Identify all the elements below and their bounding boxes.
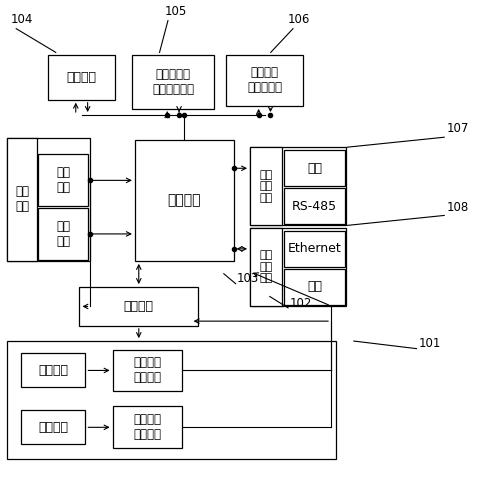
Bar xyxy=(80,287,198,326)
Text: 107: 107 xyxy=(446,122,469,135)
Bar xyxy=(21,353,85,388)
Bar xyxy=(132,55,214,109)
Bar xyxy=(284,231,345,267)
Text: 光纤: 光纤 xyxy=(307,280,322,293)
Text: 电源
系统: 电源 系统 xyxy=(15,185,29,213)
Bar xyxy=(284,151,345,186)
Bar xyxy=(113,349,182,391)
Bar xyxy=(250,147,346,226)
Bar xyxy=(7,138,90,261)
Bar xyxy=(38,154,88,206)
Bar xyxy=(48,55,115,100)
Bar xyxy=(7,341,336,458)
Bar xyxy=(113,406,182,448)
Bar xyxy=(284,269,345,304)
Text: 系统
电源: 系统 电源 xyxy=(56,166,70,195)
Text: Ethernet: Ethernet xyxy=(288,242,341,255)
Bar xyxy=(250,228,346,306)
Text: RS-485: RS-485 xyxy=(292,200,337,213)
Bar xyxy=(250,147,282,226)
Text: 扩展
通信
模块: 扩展 通信 模块 xyxy=(259,250,273,283)
Text: 时钟模块: 时钟模块 xyxy=(67,71,97,84)
Text: 电压分压
电流电流: 电压分压 电流电流 xyxy=(133,357,161,384)
Bar xyxy=(38,208,88,260)
Text: 微处理器: 微处理器 xyxy=(167,194,201,207)
Bar xyxy=(226,55,303,106)
Text: 电流输入: 电流输入 xyxy=(38,421,68,434)
Text: 105: 105 xyxy=(165,5,187,18)
Text: 108: 108 xyxy=(446,201,469,214)
Text: 保护输入
与输出模块: 保护输入 与输出模块 xyxy=(247,66,282,94)
Text: 电流变换
调理电路: 电流变换 调理电路 xyxy=(133,413,161,441)
Text: 103: 103 xyxy=(237,272,259,285)
Text: 106: 106 xyxy=(288,13,311,26)
Text: 基本
通信
模块: 基本 通信 模块 xyxy=(259,170,273,203)
Bar xyxy=(135,140,234,261)
Text: 102: 102 xyxy=(290,297,313,310)
Text: 电压输入: 电压输入 xyxy=(38,364,68,377)
Bar xyxy=(21,410,85,445)
Text: 计量
电源: 计量 电源 xyxy=(56,220,70,248)
Text: 红外: 红外 xyxy=(307,162,322,175)
Bar xyxy=(7,138,37,261)
Text: 104: 104 xyxy=(10,13,33,26)
Bar xyxy=(284,188,345,224)
Text: 人机界面与
人机接口模块: 人机界面与 人机接口模块 xyxy=(152,68,194,96)
Text: 计量模块: 计量模块 xyxy=(124,300,154,313)
Bar xyxy=(250,228,282,306)
Text: 101: 101 xyxy=(419,337,441,349)
